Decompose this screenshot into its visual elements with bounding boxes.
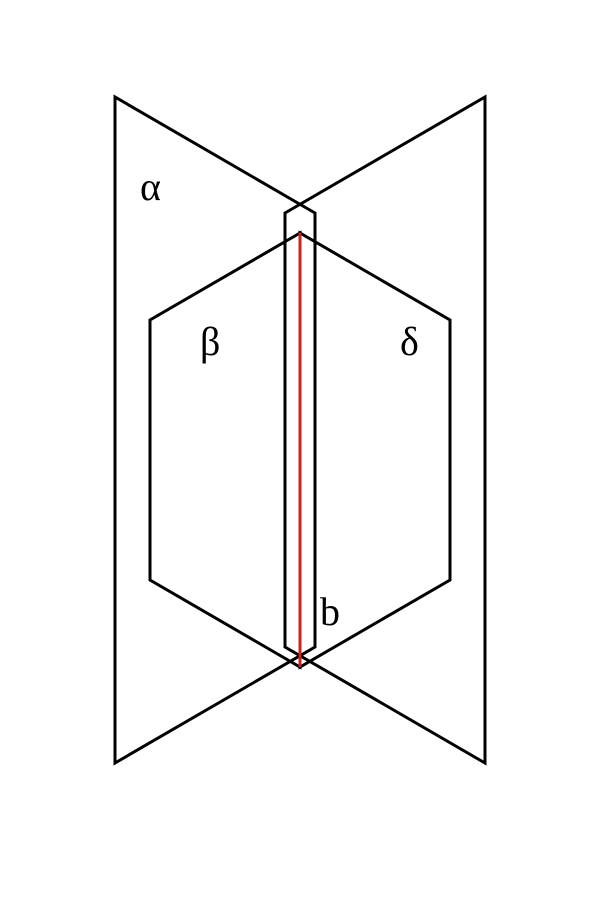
label-beta: β [200,319,220,364]
label-delta: δ [400,319,419,364]
label-axis-b: b [320,589,340,634]
plane-beta [150,233,300,667]
labels-group: α β δ b [140,164,419,634]
label-alpha: α [140,164,161,209]
planes-diagram: α β δ b [0,0,600,900]
